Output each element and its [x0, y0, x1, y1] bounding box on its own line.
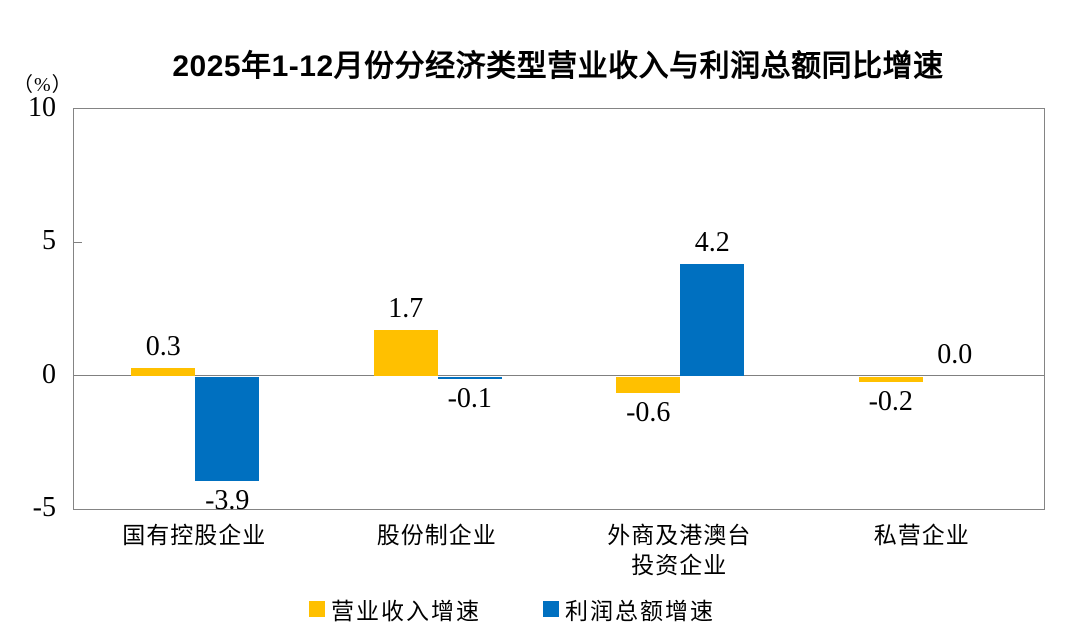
profit-growth-swatch-icon — [543, 601, 559, 617]
legend-label-revenue-growth: 营业收入增速 — [331, 599, 481, 624]
value-label: -0.2 — [868, 386, 913, 417]
x-axis-category-labels: 国有控股企业 股份制企业 外商及港澳台 投资企业 私营企业 — [73, 521, 1043, 583]
value-label: 0.3 — [145, 330, 181, 362]
value-label: 1.7 — [388, 293, 424, 325]
y-axis-unit-label: （%） — [13, 74, 73, 96]
legend-label-profit-growth: 利润总额增速 — [565, 599, 715, 624]
bar-营业收入增速-1 — [373, 330, 438, 376]
bar-营业收入增速-0 — [131, 367, 196, 376]
value-label: -0.6 — [626, 396, 671, 428]
chart-title: 2025年1-12月份分经济类型营业收入与利润总额同比增速 — [172, 50, 944, 83]
legend: 营业收入增速 利润总额增速 — [309, 592, 715, 626]
legend-item-profit-growth: 利润总额增速 — [543, 592, 715, 626]
y-tick-label: -5 — [32, 492, 56, 523]
category-label-2: 外商及港澳台 投资企业 — [607, 523, 752, 578]
bar-利润总额增速-1 — [437, 376, 502, 380]
category-label-1: 股份制企业 — [376, 523, 497, 548]
y-tick-label: 0 — [42, 358, 56, 390]
y-tick-mark — [74, 241, 82, 243]
bar-营业收入增速-3 — [858, 376, 923, 382]
y-tick-label: 5 — [42, 225, 56, 257]
y-axis: 10 5 0 -5 — [0, 92, 56, 523]
y-tick-label: 10 — [28, 92, 56, 123]
category-label-0: 国有控股企业 — [122, 523, 267, 548]
legend-item-revenue-growth: 营业收入增速 — [309, 592, 481, 626]
value-label: -0.1 — [447, 383, 492, 415]
bar-利润总额增速-2 — [680, 263, 745, 376]
category-label-3: 私营企业 — [873, 523, 970, 548]
revenue-growth-swatch-icon — [309, 601, 325, 617]
bar-营业收入增速-2 — [616, 376, 681, 393]
bar-利润总额增速-0 — [195, 376, 260, 481]
value-label: -3.9 — [205, 484, 250, 516]
value-label: 0.0 — [937, 338, 973, 370]
zero-axis-line — [74, 375, 1044, 377]
value-label: 4.2 — [694, 226, 730, 258]
plot-area: 0.3 1.7 -0.6 -0.2 -3.9 -0.1 4.2 0.0 — [73, 108, 1045, 516]
